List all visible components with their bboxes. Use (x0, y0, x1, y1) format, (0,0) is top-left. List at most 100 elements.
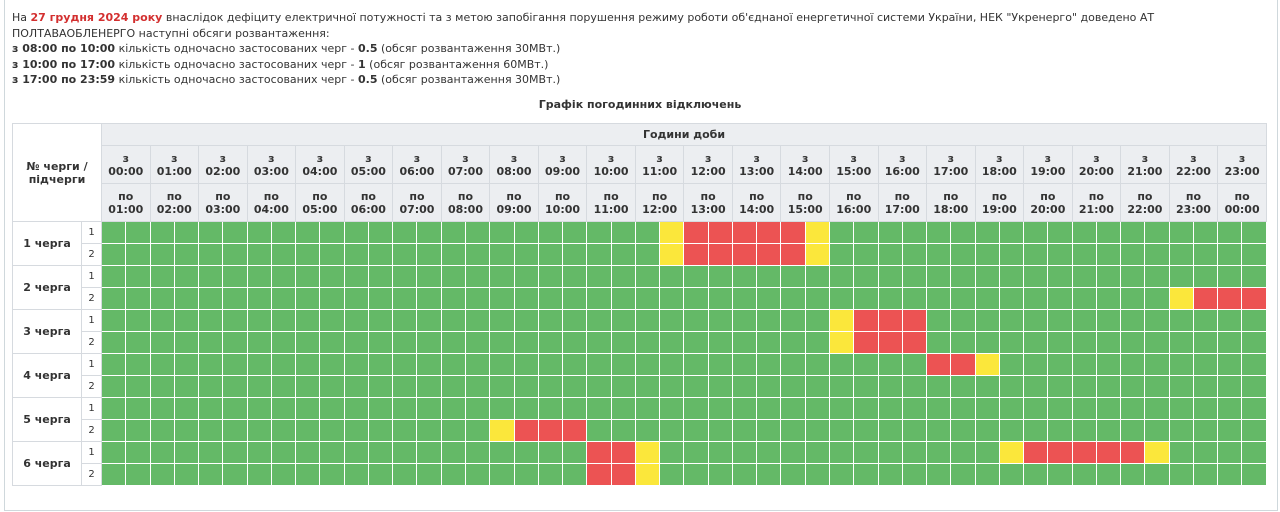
power-cell (246, 353, 272, 376)
hour-to-label: 06:00 (350, 202, 386, 216)
power-cell (1095, 353, 1122, 376)
power-cell (1217, 397, 1243, 420)
hour-from: з 07:00 (440, 145, 491, 184)
to-word: по (797, 189, 813, 203)
power-cell (440, 441, 466, 464)
power-cell (683, 463, 709, 486)
power-cell (1071, 221, 1097, 244)
outage-cell (1023, 441, 1049, 464)
power-cell (828, 375, 855, 398)
to-word: по (118, 189, 134, 203)
possible-outage-cell (634, 441, 661, 464)
from-word: з (753, 151, 760, 165)
power-cell (683, 309, 709, 332)
possible-outage-cell (828, 331, 855, 354)
power-cell (198, 221, 224, 244)
power-cell (950, 243, 976, 266)
hour-to-label: 14:00 (739, 202, 775, 216)
queue-row: 2 (13, 243, 1267, 266)
power-cell (1120, 287, 1146, 310)
power-cell (853, 375, 879, 398)
queue-name: 4 черга (12, 353, 82, 398)
power-cell (343, 397, 369, 420)
power-cell (125, 375, 151, 398)
hour-from: з 23:00 (1217, 145, 1267, 184)
power-cell (901, 243, 928, 266)
power-cell (756, 287, 782, 310)
power-cell (1217, 243, 1243, 266)
power-cell (149, 419, 175, 442)
hour-from: з 17:00 (926, 145, 976, 184)
power-cell (367, 375, 394, 398)
power-cell (1095, 309, 1122, 332)
power-cell (125, 419, 151, 442)
power-cell (974, 397, 1000, 420)
power-cell (198, 287, 224, 310)
power-cell (1095, 375, 1122, 398)
power-cell (367, 287, 394, 310)
power-cell (562, 353, 588, 376)
power-cell (1168, 463, 1194, 486)
power-cell (489, 309, 515, 332)
power-cell (1168, 265, 1194, 288)
power-cell (392, 353, 418, 376)
power-cell (562, 287, 588, 310)
power-cell (756, 441, 782, 464)
power-cell (1168, 397, 1194, 420)
power-cell (198, 309, 224, 332)
power-cell (707, 419, 733, 442)
power-cell (731, 375, 758, 398)
power-cell (1071, 463, 1097, 486)
hour-to-label: 01:00 (108, 202, 144, 216)
to-word: по (215, 189, 231, 203)
power-cell (537, 375, 564, 398)
possible-outage-cell (1168, 287, 1194, 310)
power-cell (246, 397, 272, 420)
power-cell (634, 353, 661, 376)
power-cell (489, 397, 515, 420)
power-cell (1023, 353, 1049, 376)
power-cell (683, 419, 709, 442)
power-cell (319, 375, 345, 398)
hour-to: по 10:00 (537, 183, 588, 222)
power-cell (950, 463, 976, 486)
power-cell (707, 397, 733, 420)
hour-from: з 10:00 (586, 145, 636, 184)
to-word: по (846, 189, 862, 203)
outage-cell (1241, 287, 1267, 310)
power-cell (1144, 331, 1170, 354)
power-cell (828, 221, 855, 244)
power-cell (610, 397, 636, 420)
to-word: по (652, 189, 668, 203)
power-cell (173, 221, 200, 244)
power-cell (270, 441, 297, 464)
power-cell (828, 243, 855, 266)
power-cell (1192, 375, 1219, 398)
power-cell (222, 309, 248, 332)
power-cell (950, 287, 976, 310)
power-cell (634, 419, 661, 442)
power-cell (416, 309, 442, 332)
power-cell (1192, 331, 1219, 354)
power-cell (1217, 441, 1243, 464)
power-cell (537, 221, 564, 244)
power-cell (440, 287, 466, 310)
outage-cell (877, 331, 903, 354)
power-cell (149, 353, 175, 376)
queue-row: 4 черга 1 (12, 353, 1267, 398)
power-cell (149, 309, 175, 332)
hour-from-label: 07:00 (447, 164, 483, 178)
from-word: з (462, 151, 469, 165)
from-word: з (1093, 151, 1100, 165)
possible-outage-cell (659, 243, 685, 266)
from-word: з (559, 151, 566, 165)
power-cell (877, 287, 903, 310)
power-cell (343, 331, 369, 354)
to-word: по (700, 189, 716, 203)
outage-cell (853, 309, 879, 332)
hour-from-label: 06:00 (399, 164, 435, 178)
power-cell (246, 419, 272, 442)
power-cell (853, 265, 879, 288)
power-cell (1071, 419, 1097, 442)
power-cell (367, 243, 394, 266)
